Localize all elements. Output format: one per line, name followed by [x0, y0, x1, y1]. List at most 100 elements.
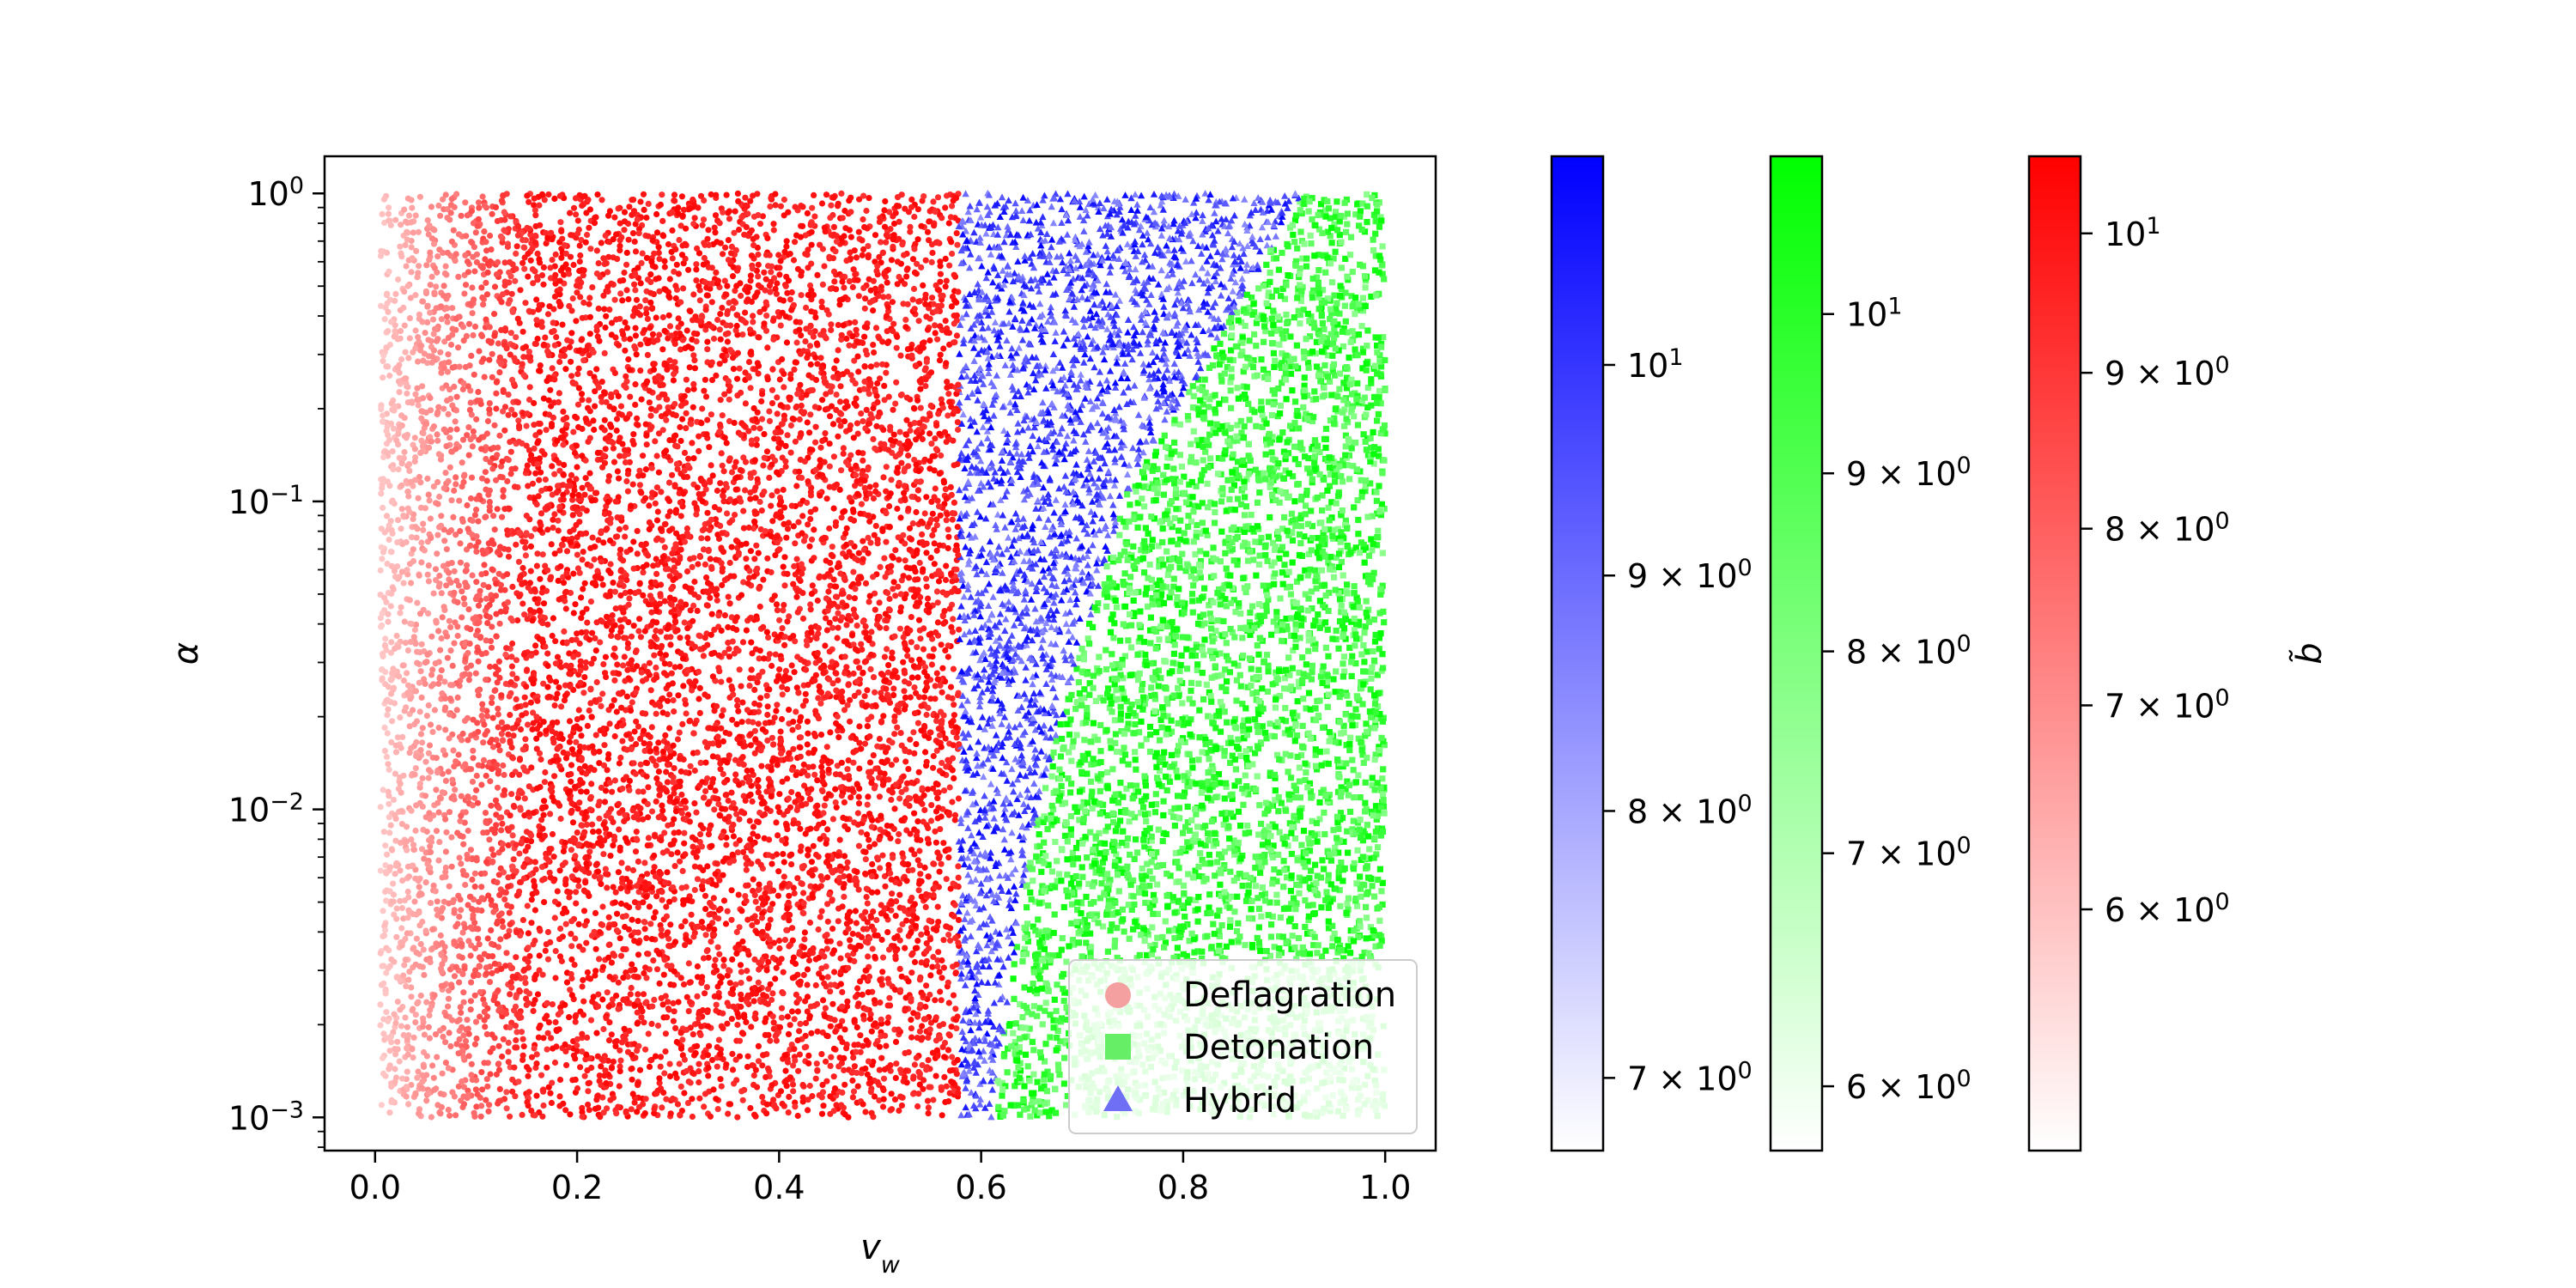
detonation-point: [1171, 439, 1178, 446]
deflagration-point: [773, 290, 781, 297]
deflagration-point: [657, 1054, 665, 1060]
detonation-point: [1048, 773, 1055, 780]
detonation-point: [1081, 686, 1088, 693]
deflagration-point: [930, 953, 937, 961]
detonation-point: [1291, 355, 1297, 362]
deflagration-point: [412, 292, 419, 299]
deflagration-point: [519, 712, 526, 719]
deflagration-point: [762, 299, 769, 306]
deflagration-point: [671, 664, 678, 671]
deflagration-point: [392, 1066, 398, 1072]
deflagration-point: [526, 952, 533, 960]
deflagration-point: [453, 1041, 460, 1048]
deflagration-point: [473, 258, 481, 265]
detonation-point: [1368, 444, 1375, 451]
deflagration-point: [556, 1093, 563, 1100]
deflagration-point: [855, 842, 863, 849]
deflagration-point: [656, 331, 663, 338]
deflagration-point: [850, 266, 857, 273]
hybrid-point: [1072, 600, 1080, 608]
deflagration-point: [389, 718, 396, 725]
deflagration-point: [648, 724, 655, 731]
deflagration-point: [377, 1001, 384, 1008]
detonation-point: [1268, 562, 1275, 569]
deflagration-point: [464, 501, 471, 509]
detonation-point: [1372, 803, 1380, 810]
deflagration-point: [556, 867, 563, 874]
deflagration-point: [754, 1084, 761, 1091]
detonation-point: [1329, 368, 1336, 375]
detonation-point: [1317, 673, 1324, 680]
deflagration-point: [910, 1010, 917, 1017]
deflagration-point: [486, 400, 493, 407]
deflagration-point: [636, 303, 643, 310]
deflagration-point: [914, 206, 921, 213]
deflagration-point: [917, 593, 924, 601]
deflagration-point: [558, 254, 565, 261]
detonation-point: [1222, 596, 1229, 603]
deflagration-point: [763, 1110, 770, 1117]
deflagration-point: [862, 295, 869, 302]
deflagration-point: [435, 628, 442, 635]
deflagration-point: [832, 786, 839, 793]
deflagration-point: [661, 1070, 668, 1077]
detonation-point: [1290, 473, 1297, 480]
deflagration-point: [784, 404, 791, 410]
detonation-point: [1286, 583, 1294, 590]
detonation-point: [1246, 304, 1253, 311]
detonation-point: [1042, 1007, 1048, 1014]
detonation-point: [1112, 731, 1119, 738]
detonation-point: [1171, 641, 1178, 648]
deflagration-point: [572, 601, 579, 608]
deflagration-point: [435, 404, 442, 410]
deflagration-point: [650, 562, 657, 569]
deflagration-point: [777, 322, 784, 329]
detonation-point: [1374, 342, 1381, 349]
detonation-point: [1125, 902, 1132, 908]
hybrid-point: [1195, 306, 1203, 313]
deflagration-point: [477, 1013, 483, 1020]
detonation-point: [1121, 653, 1128, 659]
deflagration-point: [719, 712, 726, 720]
deflagration-point: [740, 525, 748, 532]
detonation-point: [1199, 643, 1206, 650]
deflagration-point: [423, 1097, 430, 1104]
detonation-point: [1087, 930, 1094, 937]
deflagration-point: [864, 687, 871, 694]
deflagration-point: [509, 640, 516, 647]
deflagration-point: [601, 416, 608, 423]
hybrid-point: [1139, 232, 1147, 239]
detonation-point: [1233, 697, 1240, 704]
deflagration-point: [480, 756, 488, 764]
hybrid-point: [988, 890, 996, 898]
deflagration-point: [488, 896, 495, 903]
detonation-point: [1303, 661, 1309, 668]
deflagration-point: [725, 593, 732, 600]
deflagration-point: [647, 687, 654, 694]
deflagration-point: [521, 265, 528, 272]
hybrid-point: [1028, 580, 1036, 587]
detonation-point: [1344, 900, 1351, 907]
hybrid-point: [1024, 786, 1031, 793]
detonation-point: [1318, 519, 1325, 526]
deflagration-point: [630, 431, 637, 438]
deflagration-point: [601, 742, 608, 749]
detonation-point: [1340, 478, 1346, 485]
deflagration-point: [641, 206, 647, 213]
detonation-point: [1048, 868, 1056, 875]
hybrid-point: [1045, 564, 1053, 572]
detonation-point: [1281, 675, 1288, 682]
detonation-point: [1311, 252, 1318, 259]
detonation-point: [1206, 891, 1213, 898]
deflagration-point: [505, 1039, 512, 1046]
deflagration-point: [586, 352, 592, 359]
deflagration-point: [941, 787, 948, 794]
deflagration-point: [925, 1110, 932, 1117]
deflagration-point: [761, 835, 768, 841]
deflagration-point: [599, 1094, 606, 1101]
deflagration-point: [769, 990, 776, 997]
deflagration-point: [713, 1001, 720, 1008]
deflagration-point: [740, 507, 747, 514]
deflagration-point: [471, 870, 479, 877]
deflagration-point: [738, 592, 745, 598]
